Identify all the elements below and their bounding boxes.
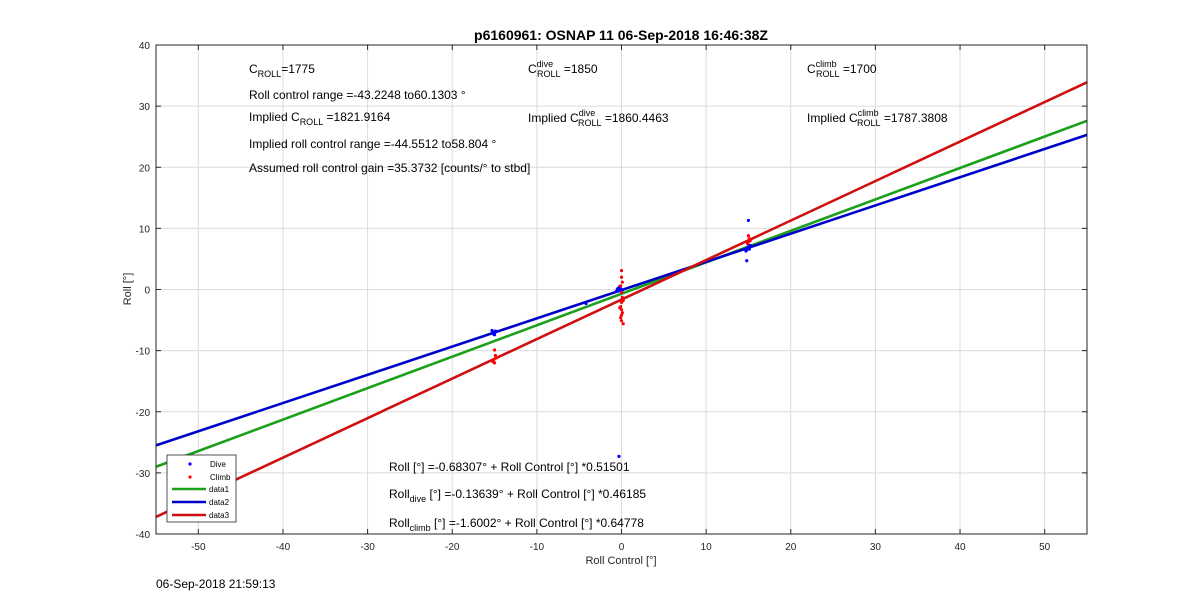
annotations-dive: Cdive ROLL =1850 Implied Cdive ROLL =1860.… (528, 59, 669, 128)
y-tick-label: -20 (136, 408, 151, 419)
x-tick-label: -30 (360, 542, 375, 553)
roll-gain: Assumed roll control gain =35.3732 [coun… (249, 161, 530, 175)
data-points (490, 218, 752, 458)
point-dive (492, 333, 497, 337)
point-climb (619, 268, 624, 273)
chart-title: p6160961: OSNAP 11 06-Sep-2018 16:46:38Z (474, 27, 768, 43)
point-dive (615, 287, 619, 292)
x-tick-label: -20 (445, 542, 460, 553)
x-tick-label: 20 (785, 542, 797, 553)
point-climb (620, 295, 624, 300)
x-tick-label: 0 (619, 542, 625, 553)
implied-roll-range: Implied roll control range =-44.5512 to5… (249, 137, 496, 151)
y-tick-label: -30 (136, 469, 151, 480)
point-dive (748, 243, 752, 248)
y-tick-label: 40 (139, 41, 151, 52)
y-axis-label: Roll [°] (122, 273, 134, 306)
point-dive (584, 301, 588, 306)
x-tick-label: 10 (701, 542, 713, 553)
point-climb (620, 280, 624, 284)
point-dive (490, 328, 494, 333)
annotations-left: CROLL=1775 Roll control range =-43.2248 … (249, 62, 530, 175)
point-dive (617, 454, 621, 458)
croll-annotation: CROLL=1775 (249, 62, 315, 79)
legend-label: data3 (209, 511, 230, 520)
legend: Dive Climb data1 data2 data3 (166, 454, 237, 523)
y-tick-label: 20 (139, 163, 151, 174)
equation-all: Roll [°] =-0.68307° + Roll Control [°] *… (389, 460, 630, 474)
point-dive (745, 259, 749, 263)
point-climb (621, 322, 625, 326)
annotations-climb: Cclimb ROLL =1700 Implied Cclimb ROLL =178… (807, 59, 948, 128)
implied-cclimb-annotation: Implied Cclimb ROLL =1787.3808 (807, 108, 948, 128)
y-tick-label: 0 (144, 286, 150, 297)
y-tick-label: -10 (136, 347, 151, 358)
point-climb (619, 284, 623, 288)
equation-climb: Rollclimb [°] =-1.6002° + Roll Control [… (389, 516, 644, 533)
point-climb (619, 313, 624, 317)
roll-control-range: Roll control range =-43.2248 to60.1303 ° (249, 88, 466, 102)
point-dive (746, 218, 751, 223)
x-tick-label: 30 (870, 542, 882, 553)
x-tick-label: -40 (276, 542, 291, 553)
implied-croll-annotation: Implied CROLL =1821.9164 (249, 110, 391, 127)
y-tick-label: -40 (136, 530, 151, 541)
cdive-annotation: Cdive ROLL =1850 (528, 59, 598, 79)
implied-cdive-annotation: Implied Cdive ROLL =1860.4463 (528, 108, 669, 128)
point-climb (748, 239, 752, 243)
fit-equations: Roll [°] =-0.68307° + Roll Control [°] *… (389, 460, 646, 533)
point-dive (747, 247, 751, 251)
point-climb (746, 234, 751, 238)
x-tick-label: -10 (530, 542, 545, 553)
x-tick-label: -50 (191, 542, 206, 553)
equation-dive: Rolldive [°] =-0.13639° + Roll Control [… (389, 487, 646, 504)
point-climb (619, 290, 624, 295)
point-dive (620, 288, 624, 292)
legend-marker-dive (188, 462, 192, 466)
point-climb (620, 311, 624, 315)
x-axis-ticks: -50 -40 -30 -20 -10 0 10 20 30 40 50 (191, 45, 1051, 553)
print-timestamp: 06-Sep-2018 21:59:13 (156, 577, 276, 591)
y-tick-label: 10 (139, 224, 151, 235)
point-dive (494, 330, 498, 334)
legend-label: data1 (209, 485, 230, 494)
legend-marker-climb (188, 475, 192, 479)
x-axis-label: Roll Control [°] (585, 555, 656, 567)
y-axis-ticks: -40 -30 -20 -10 0 10 20 30 40 (136, 41, 1087, 541)
point-climb (491, 360, 495, 364)
point-climb (619, 275, 624, 279)
legend-label: Climb (210, 473, 231, 482)
x-tick-label: 40 (954, 542, 966, 553)
point-climb (619, 316, 623, 320)
legend-label: data2 (209, 498, 230, 507)
point-climb (494, 356, 498, 360)
y-tick-label: 30 (139, 102, 151, 113)
fit-line-data3 (155, 81, 1088, 519)
point-climb (492, 348, 497, 352)
point-climb (618, 306, 622, 310)
point-climb (746, 242, 750, 246)
point-climb (621, 298, 625, 303)
cclimb-annotation: Cclimb ROLL =1700 (807, 59, 877, 79)
x-tick-label: 50 (1039, 542, 1051, 553)
legend-label: Dive (210, 460, 227, 469)
point-climb (619, 319, 624, 323)
point-dive (744, 249, 748, 253)
point-climb (493, 353, 497, 358)
